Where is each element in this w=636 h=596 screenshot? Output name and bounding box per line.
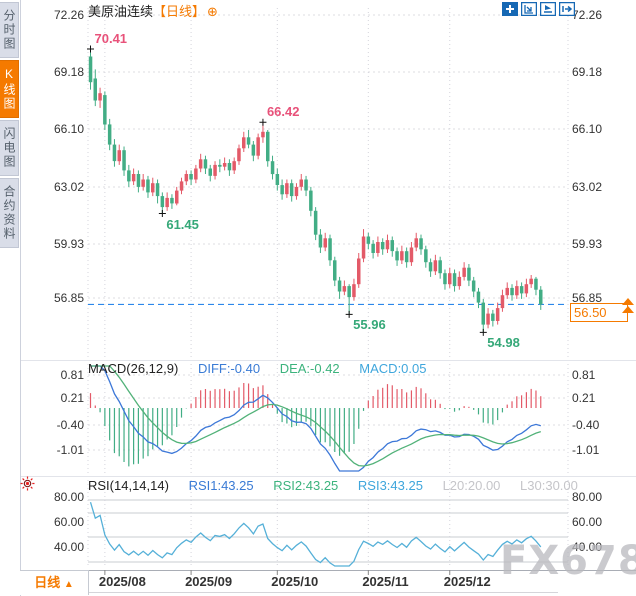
macd-diff-value: DIFF:-0.40 — [197, 361, 261, 376]
rsi3-value: RSI3:43.25 — [357, 478, 423, 493]
rsi-axis-label-right-1: 60.00 — [572, 515, 603, 529]
price-annotation-4: 54.98 — [487, 335, 520, 351]
macd-axis-label-left-0: 0.81 — [60, 368, 84, 382]
period-label: 【日线】 — [153, 4, 206, 19]
macd-dea-line — [90, 365, 541, 467]
pan-right-icon[interactable] — [558, 1, 576, 17]
add-indicator-icon[interactable]: ⊕ — [207, 4, 218, 19]
price-axis-label-left-2: 66.10 — [53, 122, 84, 136]
period-selector-label: 日线 — [34, 575, 61, 590]
rsi2-value: RSI2:43.25 — [273, 478, 339, 493]
time-axis-label-0: 2025/08 — [98, 574, 146, 589]
rsi-axis-label-left-1: 60.00 — [53, 515, 84, 529]
macd-histogram — [89, 383, 542, 467]
price-axis-label-right-3: 63.02 — [572, 180, 603, 194]
macd-axis-label-right-1: 0.21 — [572, 391, 596, 405]
price-axis-label-left-3: 63.02 — [53, 180, 84, 194]
macd-axis-label-right-2: -0.40 — [572, 418, 600, 432]
price-annotation-2: 61.45 — [166, 216, 199, 232]
sidebar-tab-2[interactable]: 闪电图 — [0, 120, 19, 176]
annotation-marker-1 — [259, 118, 267, 126]
annotation-marker-2 — [158, 210, 166, 218]
macd-hist-value: MACD:0.05 — [359, 361, 427, 376]
rsi-legend: RSI(14,14,14) RSI1:43.25 RSI2:43.25 RSI3… — [88, 478, 594, 493]
play-forward-icon[interactable] — [539, 1, 557, 17]
chart-header: 美原油连续【日线】 ⊕ — [88, 1, 218, 20]
macd-dea-value: DEA:-0.42 — [279, 361, 340, 376]
auto-scale-icon[interactable] — [520, 1, 538, 17]
rsi-line — [89, 502, 542, 567]
macd-axis-label-right-0: 0.81 — [572, 368, 596, 382]
price-axis-label-left-1: 69.18 — [53, 65, 84, 79]
sidebar-tab-0[interactable]: 分时图 — [0, 2, 19, 58]
current-price-tag: 56.50 — [570, 303, 628, 322]
rsi1-value: RSI1:43.25 — [188, 478, 254, 493]
sidebar-tab-1[interactable]: K线图 — [0, 60, 19, 118]
rsi-axis-label-right-0: 80.00 — [572, 490, 603, 504]
price-axis-label-right-2: 66.10 — [572, 122, 603, 136]
price-annotation-0: 70.41 — [94, 30, 128, 46]
annotation-marker-3 — [345, 310, 353, 318]
crosshair-icon[interactable] — [502, 2, 518, 16]
time-axis-label-1: 2025/09 — [185, 574, 233, 589]
chart-toolbar — [502, 1, 576, 17]
macd-axis-label-left-3: -1.01 — [56, 443, 84, 457]
time-axis-label-4: 2025/12 — [443, 574, 491, 589]
candles-layer — [88, 49, 543, 333]
symbol-title: 美原油连续 — [88, 4, 154, 19]
indicator-settings-icon[interactable] — [20, 476, 35, 491]
rsi-axis-label-left-2: 40.00 — [53, 540, 84, 554]
rsi-l20-value: L20:20.00 — [442, 478, 501, 493]
price-axis-label-left-5: 56.85 — [53, 291, 84, 305]
annotation-marker-4 — [479, 328, 487, 336]
price-axis-label-right-5: 56.85 — [572, 291, 603, 305]
price-axis-label-right-4: 59.93 — [572, 237, 603, 251]
price-annotation-1: 66.42 — [266, 104, 300, 120]
macd-name: MACD(26,12,9) — [88, 361, 179, 376]
rsi-l30-value: L30:30.00 — [520, 478, 578, 493]
rsi-name: RSI(14,14,14) — [88, 478, 169, 493]
price-axis-label-right-1: 69.18 — [572, 65, 603, 79]
time-axis-label-3: 2025/11 — [362, 574, 409, 589]
price-annotation-3: 55.96 — [353, 317, 386, 333]
macd-axis-label-right-3: -1.01 — [572, 443, 600, 457]
price-axis-label-right-0: 72.26 — [572, 8, 603, 22]
macd-legend: MACD(26,12,9) DIFF:-0.40 DEA:-0.42 MACD:… — [88, 361, 443, 376]
period-selector-button[interactable]: 日线 ▲ — [20, 570, 89, 595]
price-axis-label-left-4: 59.93 — [53, 237, 84, 251]
sidebar-tab-3[interactable]: 合约资料 — [0, 178, 19, 248]
price-axis-label-left-0: 72.26 — [53, 8, 84, 22]
macd-axis-label-left-1: 0.21 — [60, 391, 84, 405]
annotation-marker-0 — [87, 45, 94, 53]
time-axis-label-2: 2025/10 — [271, 574, 319, 589]
chevron-up-icon: ▲ — [63, 579, 74, 590]
rsi-axis-label-left-0: 80.00 — [53, 490, 84, 504]
macd-axis-label-left-2: -0.40 — [56, 418, 84, 432]
chart-type-rail: 分时图 K线图闪电图合约资料 — [0, 0, 21, 596]
jump-to-latest-arrow[interactable] — [622, 298, 634, 314]
rsi-axis-label-right-2: 40.00 — [572, 540, 603, 554]
watermark: FX678 — [500, 538, 636, 584]
macd-diff-line — [90, 365, 541, 472]
